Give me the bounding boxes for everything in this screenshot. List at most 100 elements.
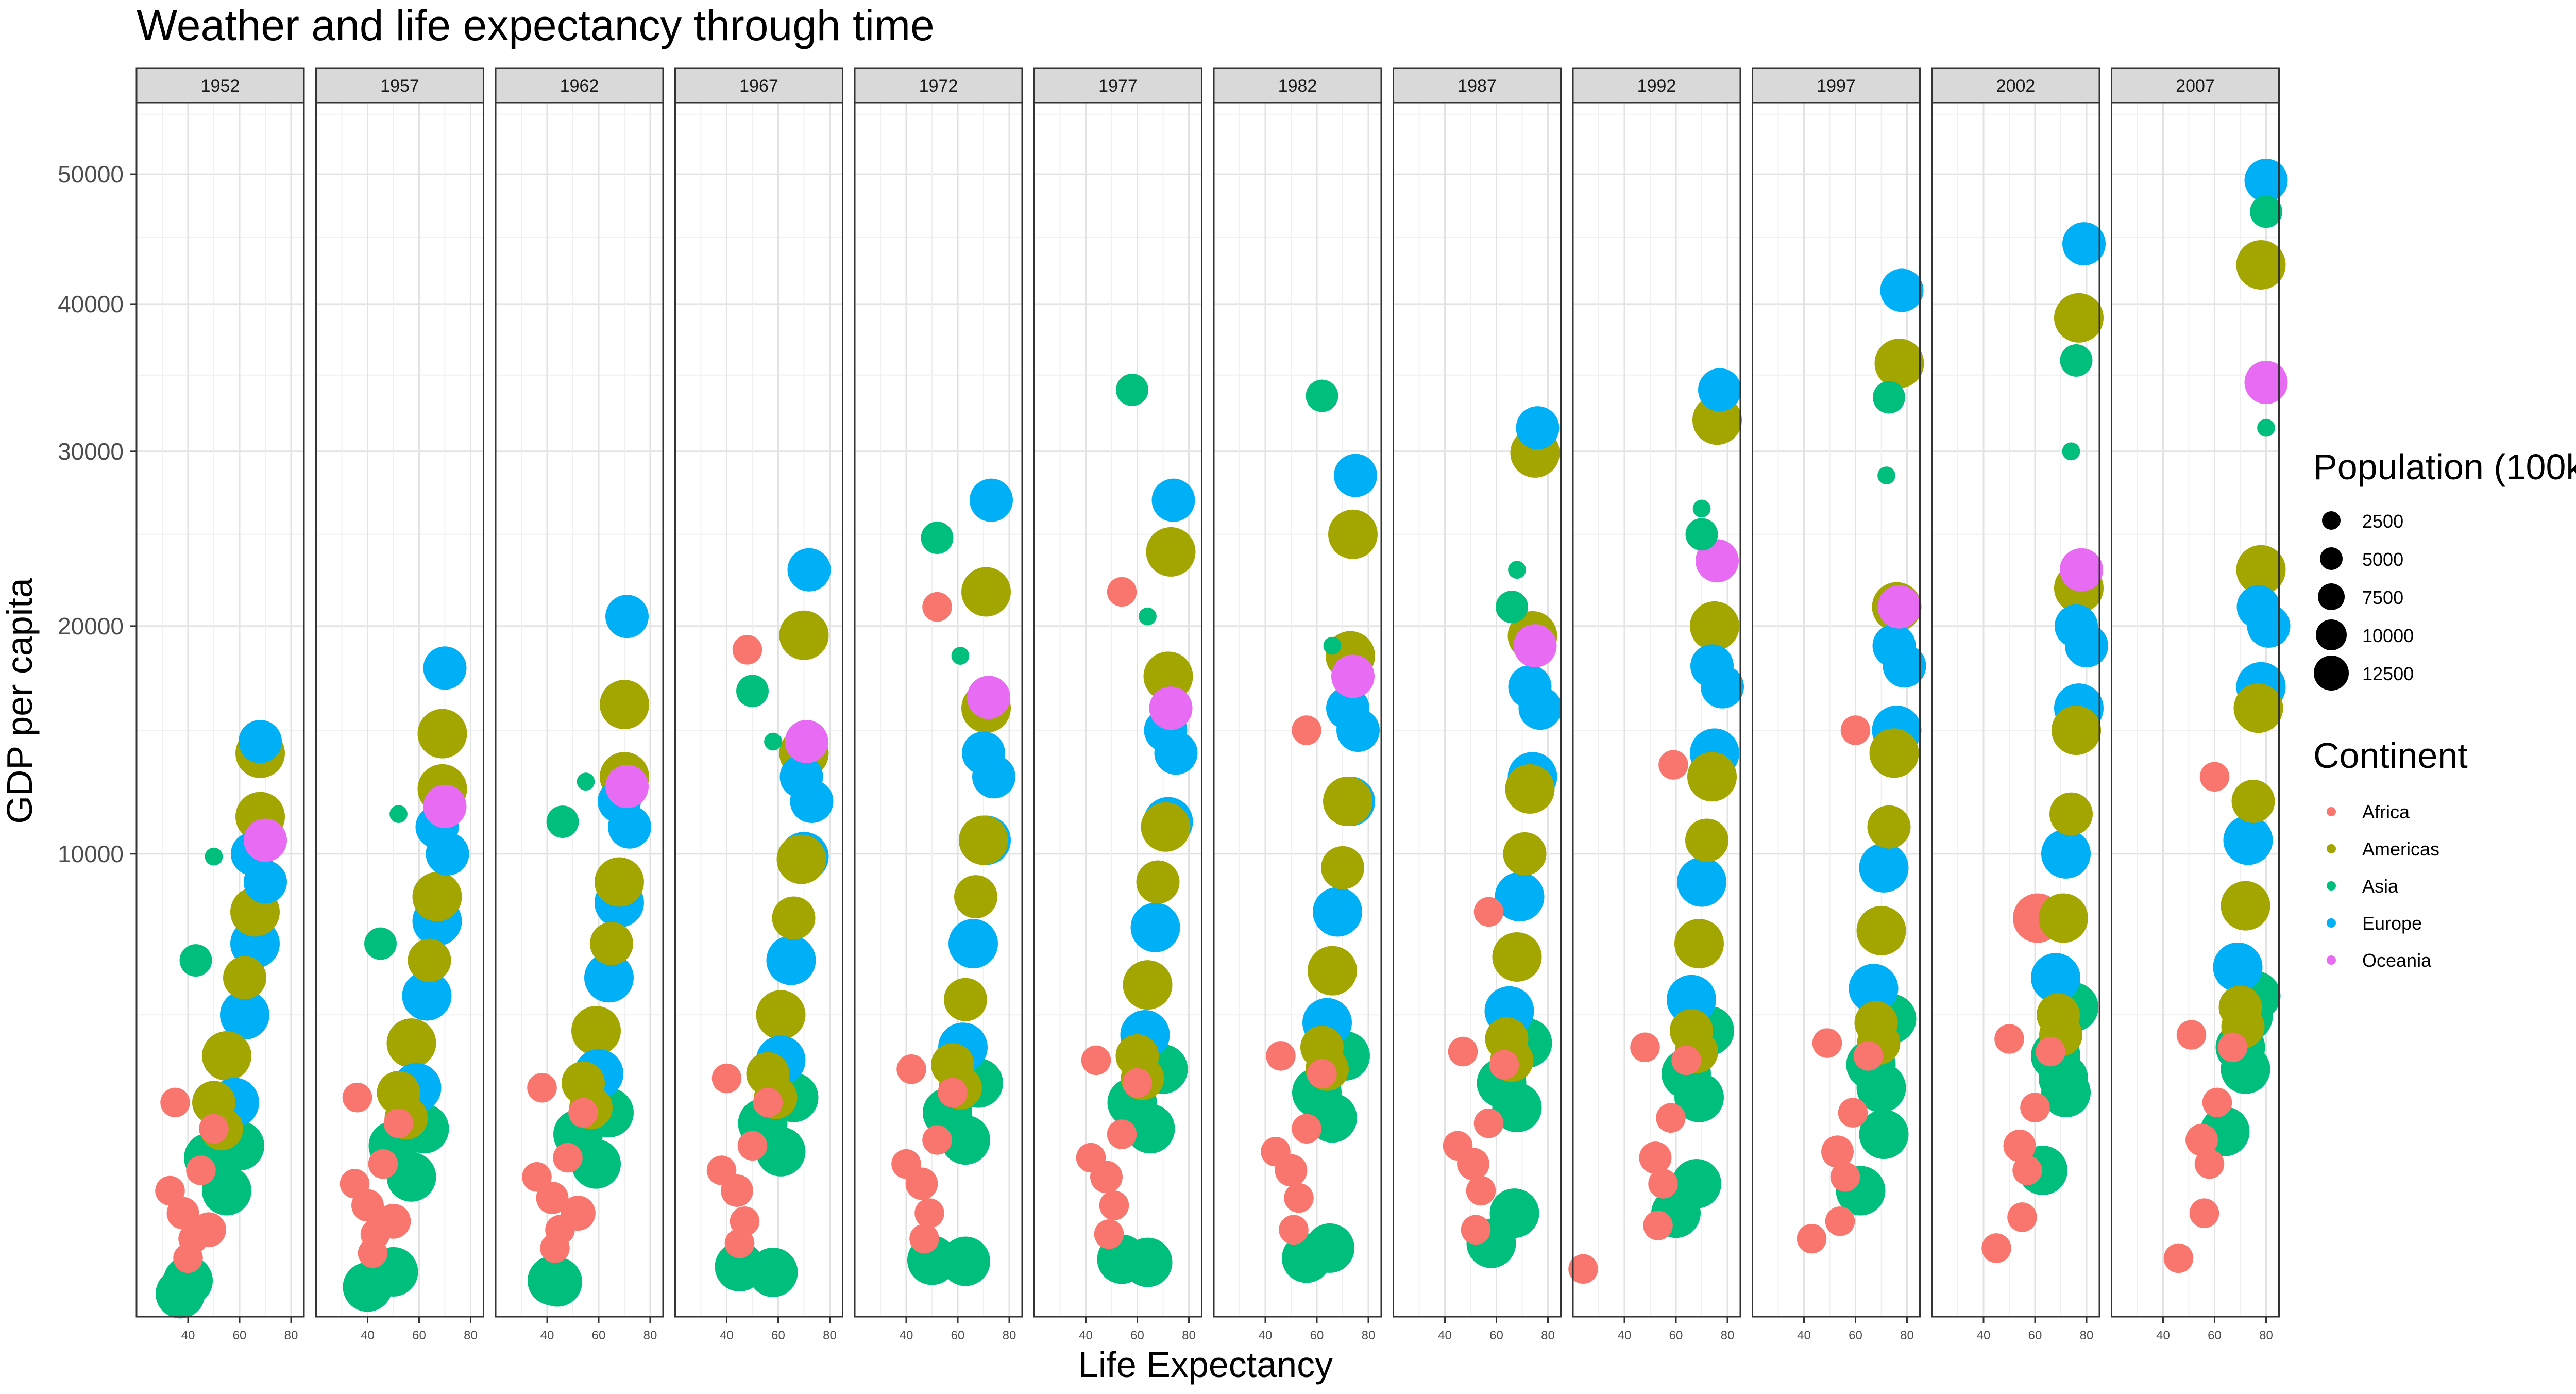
color-legend-marker-africa — [2327, 807, 2336, 816]
facet-strip-label: 1962 — [560, 76, 599, 96]
data-point-asia — [2257, 418, 2275, 437]
facet-strip-label: 2002 — [1996, 76, 2036, 96]
data-point-americas — [961, 567, 1011, 617]
data-point-americas — [1687, 752, 1737, 802]
x-tick-label: 60 — [233, 1329, 247, 1342]
facet-panel-1967: 1967 40 60 80 — [674, 67, 843, 1342]
x-tick-label: 80 — [1362, 1329, 1376, 1342]
panel-border — [1752, 102, 1921, 1318]
x-tick-label: 40 — [540, 1329, 554, 1342]
data-point-americas — [590, 922, 633, 966]
data-point-africa — [2176, 1020, 2207, 1050]
data-point-africa — [1461, 1215, 1491, 1245]
data-point-africa — [2217, 1032, 2248, 1063]
data-point-europe — [1313, 887, 1362, 937]
data-point-europe — [2041, 829, 2091, 879]
y-tick-label: 20000 — [58, 613, 124, 640]
data-point-americas — [1146, 527, 1196, 577]
panel-border — [135, 102, 305, 1318]
data-point-americas — [779, 610, 829, 660]
size-legend: Population (100k) 2500 5000 7500 10000 12500 — [2313, 447, 2576, 691]
data-point-asia — [736, 675, 769, 708]
data-point-americas — [1321, 846, 1364, 889]
facet-panel-1997: 1997 40 60 80 — [1752, 67, 1926, 1342]
x-tick-label: 40 — [900, 1329, 913, 1342]
data-point-africa — [340, 1169, 370, 1199]
data-point-americas — [1856, 905, 1906, 955]
data-point-africa — [1107, 1119, 1137, 1149]
chart-title: Weather and life expectancy through time — [137, 1, 935, 49]
data-point-oceania — [785, 719, 828, 763]
data-point-africa — [891, 1149, 921, 1179]
data-point-americas — [959, 815, 1008, 865]
color-legend-label-europe: Europe — [2362, 913, 2422, 934]
size-legend-label: 12500 — [2362, 663, 2414, 684]
data-point-africa — [155, 1175, 185, 1206]
data-point-oceania — [423, 784, 467, 828]
data-point-oceania — [2244, 361, 2288, 405]
size-legend-marker — [2316, 619, 2347, 650]
x-tick-label: 80 — [823, 1329, 837, 1342]
data-point-americas — [202, 1031, 251, 1081]
data-point-europe — [426, 832, 469, 876]
data-point-africa — [540, 1233, 570, 1263]
data-point-americas — [2231, 779, 2275, 823]
facet-strip — [1752, 67, 1921, 104]
facet-panel-2002: 2002 40 60 80 — [1931, 67, 2108, 1342]
data-point-americas — [2039, 893, 2088, 943]
data-point-africa — [2020, 1093, 2050, 1122]
data-point-americas — [944, 978, 987, 1021]
panel-border — [2111, 102, 2280, 1318]
data-point-americas — [595, 857, 644, 907]
x-tick-label: 40 — [1259, 1329, 1273, 1342]
size-legend-marker — [2320, 547, 2343, 570]
size-legend-marker — [2322, 511, 2341, 530]
data-point-africa — [1656, 1103, 1686, 1133]
size-legend-marker — [2318, 583, 2345, 610]
data-point-europe — [2244, 159, 2288, 203]
x-tick-label: 80 — [1003, 1329, 1016, 1342]
data-point-africa — [1648, 1169, 1678, 1199]
data-point-americas — [1505, 764, 1555, 814]
data-point-americas — [1867, 805, 1911, 849]
color-legend-marker-europe — [2327, 918, 2336, 928]
facet-strip-label: 1967 — [739, 76, 778, 96]
data-point-europe — [972, 755, 1015, 799]
data-point-americas — [571, 1006, 621, 1056]
color-legend-title: Continent — [2313, 735, 2468, 776]
data-point-europe — [1336, 709, 1380, 752]
panel-background — [1573, 103, 1740, 1317]
data-point-africa — [1284, 1183, 1314, 1213]
data-point-europe — [790, 779, 834, 823]
data-point-africa — [173, 1243, 203, 1273]
data-point-americas — [223, 956, 266, 1000]
x-tick-label: 80 — [1721, 1329, 1735, 1342]
data-point-africa — [1081, 1045, 1111, 1076]
data-point-americas — [1123, 960, 1173, 1010]
data-point-africa — [1107, 577, 1137, 607]
panel-border — [1213, 102, 1382, 1318]
facet-strip-label: 1982 — [1278, 76, 1317, 96]
data-point-asia — [921, 522, 954, 555]
data-point-africa — [186, 1155, 216, 1185]
data-point-africa — [1307, 1059, 1337, 1089]
size-legend-label: 10000 — [2362, 625, 2414, 646]
data-point-africa — [732, 635, 762, 665]
data-point-asia — [1877, 466, 1895, 484]
data-point-asia — [343, 1262, 393, 1312]
data-point-americas — [1869, 728, 1919, 778]
data-point-americas — [412, 872, 462, 922]
data-point-oceania — [967, 676, 1010, 719]
facet-strip-label: 1977 — [1098, 76, 1138, 96]
data-point-africa — [914, 1198, 944, 1228]
facet-strip-label: 1952 — [201, 76, 240, 96]
data-point-americas — [1503, 832, 1547, 876]
data-point-africa — [1466, 1175, 1496, 1206]
data-point-africa — [1261, 1137, 1291, 1167]
facet-strip-label: 1997 — [1817, 76, 1856, 96]
data-point-asia — [1323, 636, 1342, 655]
data-point-americas — [1874, 339, 1924, 389]
data-point-africa — [2003, 1129, 2036, 1162]
data-point-africa — [1840, 715, 1871, 745]
data-point-africa — [922, 1125, 952, 1155]
